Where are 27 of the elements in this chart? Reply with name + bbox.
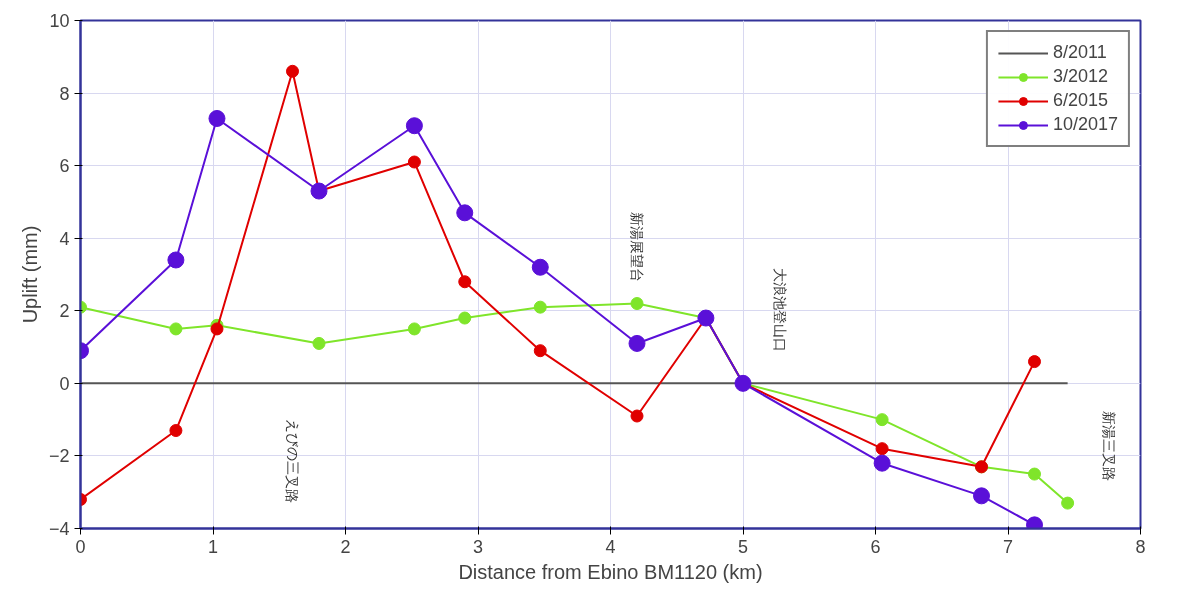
x-tick-label: 3 [472, 536, 484, 557]
y-tick-label: 4 [59, 228, 70, 249]
y-axis-title: Uplift (mm) [18, 225, 41, 324]
y-tick-label: 6 [59, 156, 70, 177]
annotation: えびの三叉路 [284, 418, 301, 503]
annotation: 新湯三叉路 [1100, 411, 1117, 482]
annotation: 大浪池登山口 [772, 268, 789, 353]
x-tick-label: 4 [605, 536, 616, 557]
legend-label: 6/2015 [1052, 90, 1108, 111]
x-axis-title: Distance from Ebino BM1120 (km) [458, 560, 763, 583]
x-tick-label: 2 [340, 536, 351, 557]
y-tick-label: 10 [49, 11, 70, 31]
x-tick-label: 5 [737, 536, 749, 557]
x-tick-label: 0 [75, 536, 86, 557]
y-tick-label: −4 [48, 519, 70, 539]
y-tick-label: 2 [59, 301, 70, 322]
x-tick-label: 7 [1002, 536, 1014, 557]
x-tick-label: 1 [207, 536, 219, 557]
annotation: 新湯展望台 [629, 212, 645, 283]
y-tick-label: 8 [59, 83, 70, 104]
x-tick-label: 6 [870, 536, 881, 557]
x-tick-label: 8 [1135, 536, 1146, 557]
y-tick-label: −2 [48, 446, 70, 467]
legend-label: 3/2012 [1052, 66, 1108, 87]
legend-label: 10/2017 [1052, 114, 1118, 135]
y-tick-label: 0 [59, 373, 70, 394]
legend-label: 8/2011 [1052, 42, 1107, 63]
